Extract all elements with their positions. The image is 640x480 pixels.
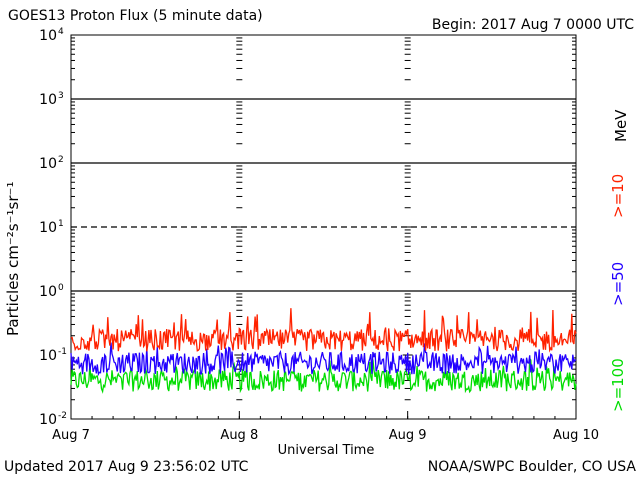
y-tick-exponent: 1 (58, 219, 64, 229)
legend-series-50mev: >=50 (609, 261, 627, 306)
y-tick-exponent: -2 (58, 411, 67, 421)
y-tick-label: 10 (39, 412, 57, 428)
data-series (70, 308, 577, 394)
x-tick-label: Aug 10 (553, 428, 599, 443)
y-axis-label: Particles cm⁻²s⁻¹sr⁻¹ (4, 181, 22, 336)
y-tick-exponent: 2 (58, 155, 64, 165)
x-tick-labels: Aug 7 Aug 8 Aug 9 Aug 10 (52, 428, 599, 443)
y-tick-exponent: 0 (58, 283, 64, 293)
legend-unit: MeV (612, 109, 630, 142)
legend-series-100mev: >=100 (609, 358, 627, 412)
y-tick-exponent: 4 (58, 27, 64, 37)
series-100mev (70, 356, 577, 394)
threshold-lines (71, 98, 576, 292)
x-axis-label: Universal Time (278, 443, 375, 458)
x-tick-label: Aug 9 (389, 428, 427, 443)
legend-series-10mev: >=10 (609, 173, 627, 218)
y-tick-label: 10 (39, 28, 57, 44)
series-10mev (70, 308, 577, 353)
y-tick-label: 10 (39, 348, 57, 364)
x-tick-label: Aug 8 (220, 428, 258, 443)
y-tick-exponent: -1 (58, 347, 67, 357)
credit: NOAA/SWPC Boulder, CO USA (427, 459, 636, 475)
chart-title: GOES13 Proton Flux (5 minute data) (8, 8, 263, 24)
y-tick-label: 10 (39, 220, 57, 236)
y-tick-label: 10 (39, 92, 57, 108)
y-tick-label: 10 (39, 156, 57, 172)
y-tick-label: 10 (39, 284, 57, 300)
x-tick-label: Aug 7 (52, 428, 90, 443)
begin-time: Begin: 2017 Aug 7 0000 UTC (431, 17, 634, 33)
y-tick-exponent: 3 (58, 91, 64, 101)
day-tick-marks (70, 37, 577, 420)
series-50mev (70, 342, 577, 377)
updated-time: Updated 2017 Aug 9 23:56:02 UTC (4, 459, 249, 475)
